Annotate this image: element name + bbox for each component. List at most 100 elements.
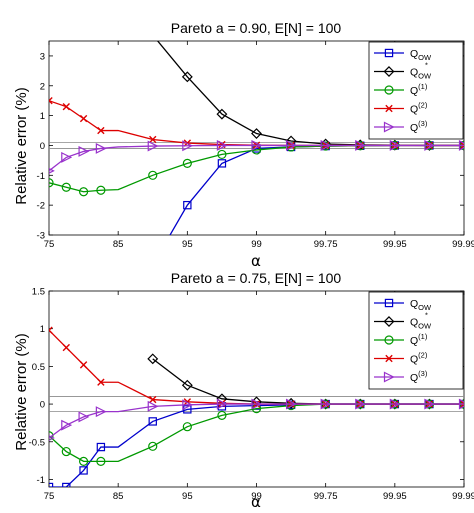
data-point-q1	[182, 422, 192, 432]
data-point-q2	[49, 326, 53, 334]
legend-marker	[384, 48, 394, 58]
data-point-q3	[285, 398, 297, 410]
data-point-q1	[182, 158, 192, 168]
data-point-q3	[424, 398, 436, 410]
data-point-qow	[62, 482, 71, 487]
x-tick-label: 99.95	[383, 239, 407, 250]
y-tick-label: 1	[40, 324, 45, 335]
legend: QOW QOW* Q(1) Q(2) Q(3)	[368, 291, 464, 390]
data-point-qows	[148, 30, 157, 39]
legend: QOW QOW* Q(1) Q(2) Q(3)	[368, 41, 464, 140]
legend-marker	[383, 66, 395, 77]
data-point-q3	[355, 398, 367, 410]
data-point-q3	[320, 398, 332, 410]
chart-title: Pareto a = 0.75, E[N] = 100	[171, 270, 342, 286]
data-point-q3	[424, 139, 436, 151]
x-tick-label: 99	[251, 491, 262, 502]
data-point-qows	[423, 140, 435, 151]
y-tick-label: 0	[40, 400, 45, 411]
data-point-q3	[78, 411, 90, 423]
data-point-qows	[181, 379, 193, 391]
data-point-q1	[49, 178, 54, 188]
y-tick-label: -0.5	[29, 437, 45, 448]
data-point-qows	[181, 71, 193, 83]
legend-marker	[385, 104, 393, 113]
legend-label-qows: QOW	[410, 317, 432, 331]
data-point-q3	[95, 406, 107, 418]
data-point-q2	[97, 378, 105, 386]
data-point-q1	[78, 187, 89, 197]
series-line-qow	[49, 403, 464, 487]
data-point-q2	[97, 126, 105, 135]
data-point-q2	[79, 114, 88, 123]
x-tick-label: 95	[182, 239, 193, 250]
data-point-qow	[96, 442, 106, 452]
data-point-q1	[96, 456, 106, 466]
legend-marker	[383, 121, 395, 133]
legend-label-qows: QOW	[410, 67, 432, 81]
data-point-q2	[460, 141, 464, 150]
data-point-qows	[251, 128, 262, 139]
legend-label-sup: *	[425, 311, 428, 320]
series-line-q3	[49, 144, 464, 172]
legend-label-q2: Q(2)	[410, 351, 428, 366]
data-point-q2	[62, 343, 70, 352]
data-point-q1	[96, 185, 106, 195]
data-point-q2	[460, 400, 464, 408]
data-point-q3	[389, 139, 401, 151]
data-point-q3	[147, 140, 159, 152]
data-point-q3	[182, 399, 194, 411]
y-tick-label: 1.5	[32, 287, 45, 298]
data-point-qow	[79, 466, 88, 475]
series-line-q3	[49, 403, 464, 439]
data-point-qows	[216, 108, 228, 120]
data-point-q1	[78, 456, 89, 466]
y-tick-label: -2	[37, 201, 45, 212]
x-tick-label: 95	[182, 491, 193, 502]
legend-marker	[383, 316, 395, 327]
data-point-q3	[251, 398, 263, 410]
data-point-q1	[217, 410, 227, 420]
x-tick-label: 99.95	[383, 491, 407, 502]
y-tick-label: 0.5	[32, 362, 45, 373]
data-point-qow	[217, 159, 227, 168]
series-layer	[49, 30, 464, 268]
x-tick-label: 99.99	[452, 491, 474, 502]
data-point-q3	[216, 139, 228, 151]
data-point-q3	[61, 419, 73, 431]
data-point-q3	[458, 139, 464, 151]
data-point-q1	[61, 182, 71, 192]
data-point-q3	[389, 398, 401, 410]
data-point-q3	[355, 139, 367, 151]
plot-area: -1 -0.5 0 0.5 1 1.5 75 85 95 99 99.75 99.95 99.99 QOW…	[29, 287, 474, 503]
data-point-qow	[149, 261, 156, 268]
chart-panel-bottom: Pareto a = 0.75, E[N] = 100 Relative err…	[13, 270, 474, 511]
x-tick-label: 99.75	[314, 239, 338, 250]
x-axis-label: α	[251, 252, 261, 270]
plot-area: -3 -2 -1 0 1 2 3 75 85 95 99 99.75 99.95 99.99 QOW QOW*…	[37, 30, 474, 268]
y-tick-label: -1	[37, 171, 45, 182]
data-point-q2	[49, 96, 53, 105]
legend-label-q1: Q(1)	[410, 332, 428, 347]
legend-label-qow: QOW	[410, 298, 432, 312]
x-tick-label: 75	[44, 491, 55, 502]
data-point-q3	[95, 142, 107, 154]
data-point-q3	[61, 151, 73, 163]
x-tick-label: 99.75	[314, 491, 338, 502]
y-tick-label: 0	[40, 141, 45, 152]
data-point-q3	[320, 139, 332, 151]
data-point-q3	[251, 139, 263, 151]
y-tick-label: -1	[37, 475, 45, 486]
data-point-q3	[458, 398, 464, 410]
legend-label-q2: Q(2)	[410, 101, 428, 116]
data-point-q1	[217, 149, 227, 160]
data-point-q3	[285, 139, 297, 151]
data-point-qow	[148, 417, 157, 426]
data-point-q3	[147, 400, 159, 412]
series-layer	[49, 326, 464, 487]
data-point-q2	[149, 135, 157, 144]
legend-label-q3: Q(3)	[410, 369, 428, 384]
y-tick-label: 1	[40, 111, 45, 122]
data-point-q2	[79, 361, 88, 369]
